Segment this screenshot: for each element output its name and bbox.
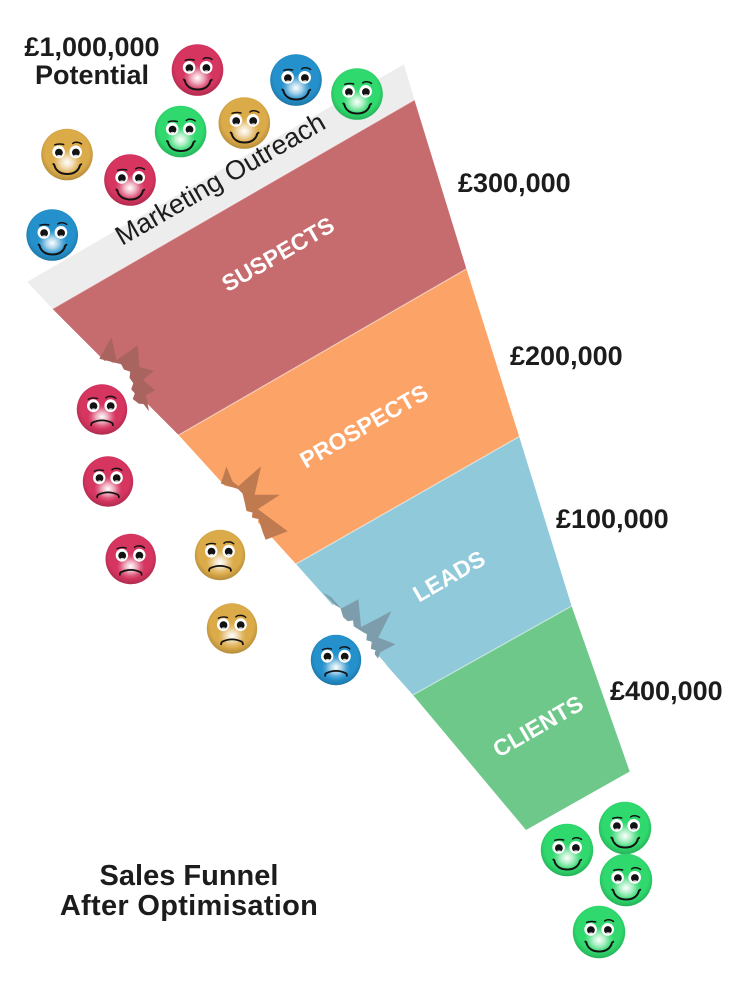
svg-text:£200,000: £200,000 [510,341,623,371]
svg-text:£400,000: £400,000 [610,676,723,706]
svg-text:Sales Funnel: Sales Funnel [100,860,279,892]
svg-text:£100,000: £100,000 [556,504,669,534]
svg-text:£300,000: £300,000 [458,168,571,198]
svg-text:Potential: Potential [35,60,149,90]
svg-text:After Optimisation: After Optimisation [60,890,318,922]
svg-text:£1,000,000: £1,000,000 [24,32,159,62]
